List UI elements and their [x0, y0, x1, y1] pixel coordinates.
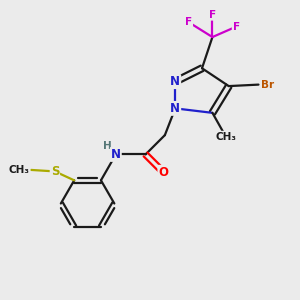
Text: H: H	[103, 140, 111, 151]
Text: N: N	[170, 102, 180, 115]
Text: N: N	[111, 148, 121, 161]
Text: O: O	[158, 166, 168, 179]
Text: Br: Br	[262, 80, 275, 90]
Text: F: F	[232, 22, 240, 32]
Text: S: S	[51, 165, 59, 178]
Text: F: F	[185, 17, 192, 27]
Text: N: N	[170, 75, 180, 88]
Text: CH₃: CH₃	[9, 165, 30, 175]
Text: F: F	[209, 10, 216, 20]
Text: CH₃: CH₃	[215, 132, 236, 142]
